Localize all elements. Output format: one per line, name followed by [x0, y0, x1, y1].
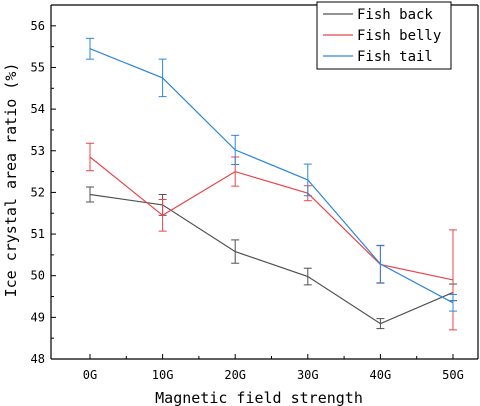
- y-axis-title: Ice crystal area ratio (%): [2, 63, 20, 298]
- y-tick-label: 53: [31, 144, 45, 158]
- x-tick-label: 50G: [442, 368, 464, 382]
- y-tick-label: 50: [31, 269, 45, 283]
- legend: Fish back Fish belly Fish tail: [316, 1, 452, 70]
- series-layer: [86, 37, 457, 331]
- error-bar: [231, 134, 240, 166]
- y-tick-label: 48: [31, 352, 45, 366]
- error-bar: [303, 267, 312, 286]
- y-tick-label: 55: [31, 60, 45, 74]
- series-fish-back: [86, 186, 457, 330]
- y-tick-label: 56: [31, 19, 45, 33]
- x-axis-title: Magnetic field strength: [155, 389, 363, 406]
- error-bar: [158, 58, 167, 98]
- y-tick-label: 51: [31, 227, 45, 241]
- error-bar: [449, 229, 457, 331]
- error-bar: [86, 37, 94, 60]
- y-tick-label: 54: [31, 102, 45, 116]
- x-tick-label: 20G: [224, 368, 246, 382]
- series-fish-tail: [86, 37, 457, 312]
- error-bar: [303, 163, 312, 197]
- error-bar: [376, 318, 385, 330]
- error-bar: [86, 186, 94, 203]
- legend-label: Fish belly: [357, 28, 441, 44]
- x-tick-label: 10G: [152, 368, 174, 382]
- series-line: [89, 48, 454, 304]
- x-tick-label: 30G: [297, 368, 319, 382]
- error-bar: [158, 198, 167, 232]
- y-tick-label: 52: [31, 185, 45, 199]
- axes: 48 49 50 51 52 53 54 55 56 0G 10G 20G 30G 40G 50G: [31, 4, 479, 382]
- x-tick-label: 40G: [370, 368, 392, 382]
- x-tick-label: 0G: [83, 368, 97, 382]
- series-line: [89, 193, 454, 325]
- series-fish-belly: [86, 142, 457, 331]
- series-line: [89, 156, 454, 281]
- error-bar: [231, 239, 240, 264]
- legend-label: Fish tail: [357, 49, 433, 65]
- error-bar: [86, 142, 94, 172]
- y-tick-label: 49: [31, 310, 45, 324]
- error-bar: [449, 293, 457, 312]
- legend-label: Fish back: [357, 7, 433, 23]
- error-bar: [376, 244, 385, 284]
